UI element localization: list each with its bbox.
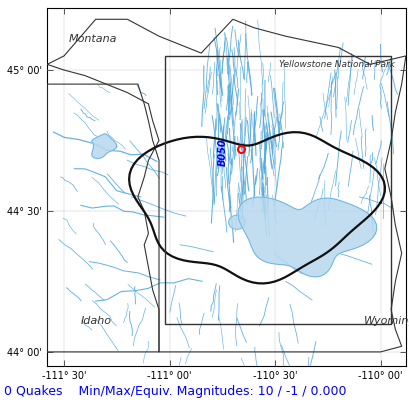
Polygon shape (228, 215, 245, 229)
Polygon shape (47, 84, 159, 352)
Text: 0 Quakes    Min/Max/Equiv. Magnitudes: 10 / -1 / 0.000: 0 Quakes Min/Max/Equiv. Magnitudes: 10 /… (4, 385, 346, 398)
Text: B050: B050 (218, 138, 227, 166)
Text: Wyoming: Wyoming (363, 316, 409, 326)
Bar (165, 56, 390, 324)
Polygon shape (47, 19, 405, 352)
Polygon shape (92, 134, 117, 158)
Text: Yellowstone National Park: Yellowstone National Park (279, 60, 394, 69)
Polygon shape (237, 197, 376, 277)
Text: Idaho: Idaho (81, 316, 112, 326)
Text: Montana: Montana (68, 34, 117, 44)
